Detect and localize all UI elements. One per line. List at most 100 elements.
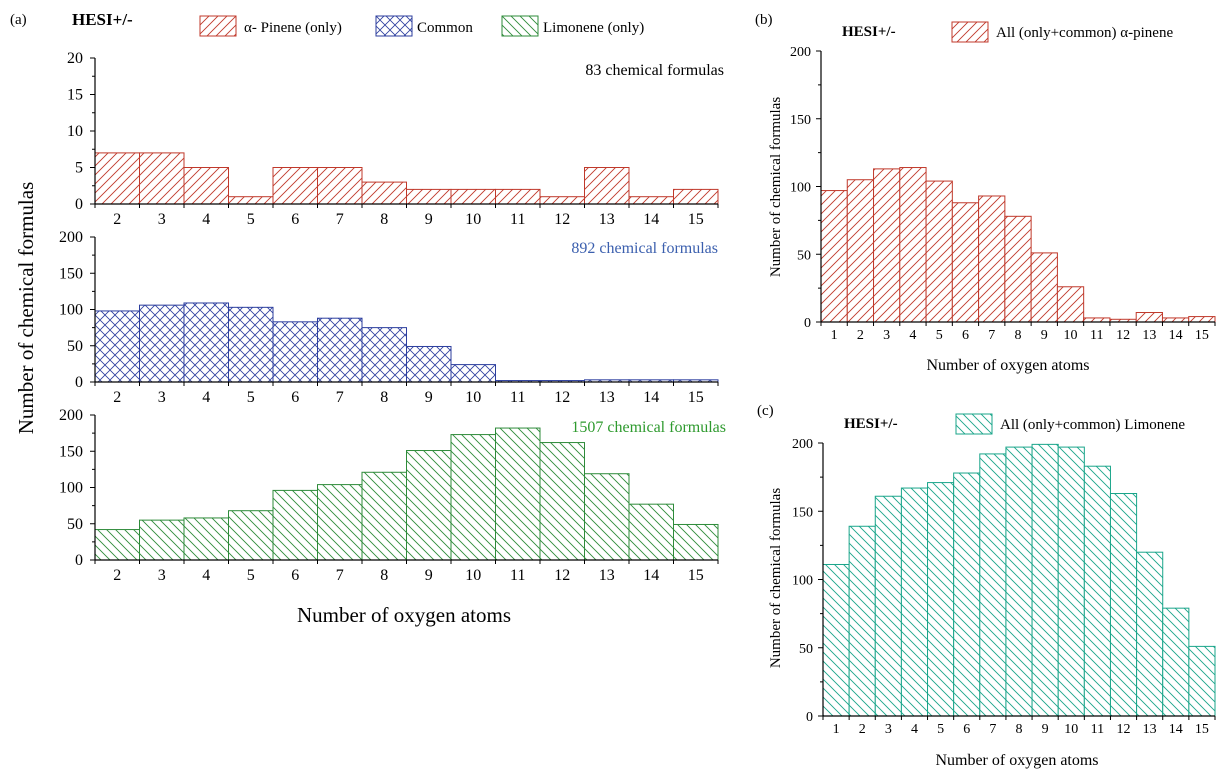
bar-3 (139, 152, 185, 205)
bar-10 (450, 364, 496, 383)
y-tick-label: 0 (75, 552, 83, 569)
bar-12 (539, 442, 585, 561)
x-tick-label: 13 (599, 211, 615, 228)
x-tick-label: 3 (883, 328, 890, 343)
bar-4 (899, 167, 927, 323)
x-tick-label: 1 (833, 722, 840, 737)
x-tick-label: 15 (688, 567, 704, 584)
bar-9 (1031, 443, 1059, 717)
y-tick-label: 100 (790, 181, 811, 196)
x-tick-label: 9 (1041, 328, 1048, 343)
bar-5 (228, 510, 274, 561)
bar-11 (495, 188, 541, 205)
x-tick-label: 5 (247, 567, 255, 584)
panel-a-xlabel: Number of oxygen atoms (297, 603, 511, 627)
panel-b-ylabel: Number of chemical formulas (768, 97, 784, 278)
y-tick-label: 10 (67, 123, 83, 140)
bar-11 (495, 427, 541, 561)
x-tick-label: 7 (989, 722, 996, 737)
y-tick-label: 50 (797, 248, 811, 263)
x-tick-label: 9 (1042, 722, 1049, 737)
x-tick-label: 7 (336, 211, 344, 228)
bar-13 (584, 473, 630, 561)
bar-9 (406, 345, 452, 383)
x-tick-label: 4 (202, 211, 210, 228)
panel-c-legend-swatch (955, 413, 993, 435)
y-tick-label: 0 (75, 196, 83, 213)
bar-2 (94, 310, 140, 383)
bar-15 (1188, 316, 1216, 323)
panel-b-xlabel: Number of oxygen atoms (926, 357, 1089, 374)
x-tick-label: 2 (113, 389, 121, 406)
x-tick-label: 10 (465, 567, 481, 584)
x-tick-label: 8 (380, 567, 388, 584)
x-tick-label: 4 (911, 722, 918, 737)
panel-b-mode: HESI+/- (842, 24, 896, 40)
bar-10 (450, 434, 496, 561)
x-tick-label: 13 (1142, 328, 1156, 343)
y-tick-label: 150 (59, 265, 83, 282)
x-tick-label: 11 (510, 211, 525, 228)
bar-8 (361, 327, 407, 383)
x-tick-label: 8 (1015, 328, 1022, 343)
y-tick-label: 200 (792, 437, 813, 452)
y-tick-label: 50 (67, 516, 83, 533)
bar-11 (1083, 465, 1111, 717)
bar-8 (361, 471, 407, 561)
x-tick-label: 13 (599, 389, 615, 406)
bar-6 (272, 489, 318, 561)
plot-a2-annotation: 892 chemical formulas (571, 240, 718, 257)
x-tick-label: 7 (988, 328, 995, 343)
bar-2 (94, 529, 140, 561)
bar-12 (539, 196, 585, 205)
bar-14 (1161, 317, 1190, 323)
plot-a1-annotation: 83 chemical formulas (585, 62, 724, 79)
x-tick-label: 14 (643, 567, 659, 584)
x-tick-label: 6 (291, 389, 299, 406)
legend-label-pinene: α- Pinene (only) (244, 20, 342, 36)
bar-10 (1057, 446, 1085, 717)
bar-10 (450, 188, 496, 205)
y-tick-label: 150 (792, 505, 813, 520)
bar-4 (183, 517, 229, 561)
x-tick-label: 11 (1090, 328, 1103, 343)
bar-14 (1162, 607, 1190, 717)
bar-1 (822, 563, 850, 717)
bar-14 (628, 196, 674, 205)
x-tick-label: 11 (510, 389, 525, 406)
y-tick-label: 0 (806, 710, 813, 725)
x-tick-label: 12 (554, 389, 570, 406)
x-tick-label: 12 (554, 211, 570, 228)
x-tick-label: 5 (937, 722, 944, 737)
bar-3 (139, 519, 185, 561)
x-tick-label: 2 (859, 722, 866, 737)
plot-a1-pinene-only: 0 5 10 15 20 2 3 4 5 6 7 8 9 10 11 12 13 14 15 (67, 50, 719, 228)
legend-label-limonene: Limonene (only) (543, 20, 644, 36)
legend-swatch-limonene (501, 15, 539, 37)
bar-9 (1030, 252, 1058, 323)
y-tick-label: 150 (59, 443, 83, 460)
panel-b-letter: (b) (755, 12, 773, 28)
x-tick-label: 6 (962, 328, 969, 343)
x-tick-label: 12 (1117, 722, 1131, 737)
bar-2 (848, 525, 876, 717)
x-tick-label: 11 (510, 567, 525, 584)
bar-12 (1109, 493, 1138, 717)
x-tick-label: 5 (936, 328, 943, 343)
panel-b-legend-label: All (only+common) α-pinene (996, 25, 1173, 41)
x-tick-label: 3 (158, 211, 166, 228)
x-tick-label: 14 (1169, 328, 1183, 343)
panel-a-ylabel: Number of chemical formulas (14, 182, 38, 435)
bar-13 (584, 167, 630, 205)
bar-8 (1005, 446, 1033, 717)
bar-6 (272, 167, 318, 205)
x-tick-label: 6 (963, 722, 970, 737)
panel-c-mode: HESI+/- (844, 416, 898, 432)
x-tick-label: 7 (336, 389, 344, 406)
panel-c-legend-label: All (only+common) Limonene (1000, 417, 1185, 433)
y-tick-label: 150 (790, 113, 811, 128)
panel-a-mode: HESI+/- (72, 10, 133, 29)
panel-a-letter: (a) (10, 12, 27, 28)
